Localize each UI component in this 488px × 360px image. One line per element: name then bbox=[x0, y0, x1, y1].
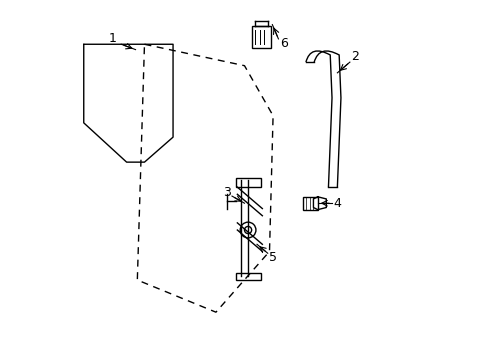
Bar bbox=[251, 26, 271, 48]
Text: 6: 6 bbox=[279, 37, 287, 50]
Circle shape bbox=[244, 226, 251, 234]
Bar bbox=[235, 178, 260, 187]
Text: 2: 2 bbox=[350, 50, 359, 63]
Bar bbox=[235, 273, 260, 280]
Text: 5: 5 bbox=[268, 251, 277, 264]
Text: 3: 3 bbox=[222, 186, 230, 199]
Text: 4: 4 bbox=[333, 197, 341, 210]
Text: 1: 1 bbox=[108, 32, 116, 45]
Circle shape bbox=[240, 222, 255, 238]
Bar bbox=[303, 197, 317, 210]
